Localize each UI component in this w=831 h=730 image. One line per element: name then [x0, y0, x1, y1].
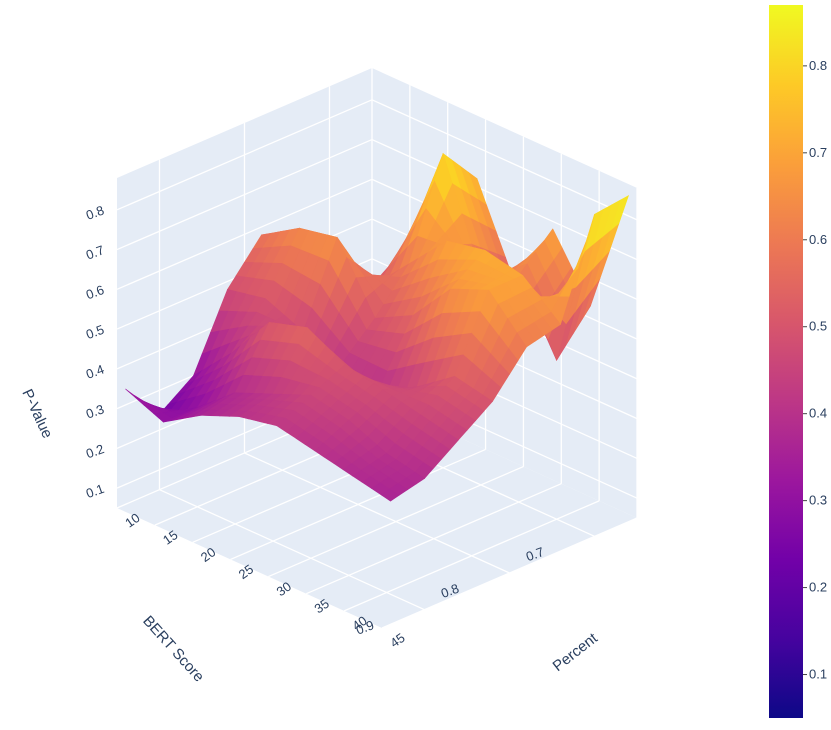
x-tick-label: 20	[198, 544, 218, 565]
x-tick-label: 25	[236, 561, 256, 582]
x-axis-title: Percent	[550, 629, 602, 675]
y-grid-line	[244, 452, 510, 574]
surface-patch	[380, 488, 400, 502]
z-tick-label: 0.1	[84, 481, 106, 501]
x-tick-label: 40	[349, 613, 369, 634]
y-tick-label: 0.8	[439, 581, 461, 601]
colorbar-tick-label: 0.2	[809, 580, 827, 595]
x-tick-label: 15	[160, 527, 180, 548]
z-tick-label: 0.4	[84, 362, 106, 382]
y-tick-label: 0.7	[524, 544, 546, 564]
z-tick-label: 0.6	[84, 282, 106, 302]
z-tick-label: 0.7	[84, 242, 106, 262]
z-tick-label: 0.8	[84, 203, 106, 223]
colorbar-tick-label: 0.7	[809, 145, 827, 160]
colorbar-tick-label: 0.3	[809, 493, 827, 508]
x-tick-label: 10	[122, 510, 142, 531]
z-tick-label: 0.2	[84, 441, 106, 461]
colorbar-gradient	[769, 5, 803, 718]
z-grid-line	[371, 99, 638, 221]
colorbar-tick-label: 0.1	[809, 667, 827, 682]
y-axis-ticks: 0.7 0.8 0.9	[354, 544, 546, 638]
y-axis-title: BERT Score	[139, 613, 207, 686]
z-tick-label: 0.3	[84, 401, 106, 421]
y-grid-line	[159, 489, 425, 611]
colorbar-ticks: 0.1 0.2 0.3 0.4 0.5 0.6 0.7 0.8	[803, 58, 827, 682]
colorbar-tick-label: 0.5	[809, 319, 827, 334]
surface-mesh	[125, 152, 630, 502]
y-tick-label: 0.9	[354, 617, 376, 637]
x-tick-label: 30	[274, 579, 294, 600]
z-tick-label: 0.5	[84, 322, 106, 342]
colorbar-tick-label: 0.4	[809, 406, 827, 421]
x-tick-label: 45	[387, 630, 407, 651]
colorbar: 0.1 0.2 0.3 0.4 0.5 0.6 0.7 0.8	[769, 5, 827, 718]
x-axis-ticks: 10 15 20 25 30 35 40 45	[122, 510, 407, 651]
z-axis-ticks: 0.1 0.2 0.3 0.4 0.5 0.6 0.7 0.8	[84, 203, 106, 502]
z-axis-title: P-Value	[18, 387, 55, 442]
colorbar-tick-label: 0.6	[809, 232, 827, 247]
colorbar-tick-label: 0.8	[809, 58, 827, 73]
x-tick-label: 35	[311, 596, 331, 617]
